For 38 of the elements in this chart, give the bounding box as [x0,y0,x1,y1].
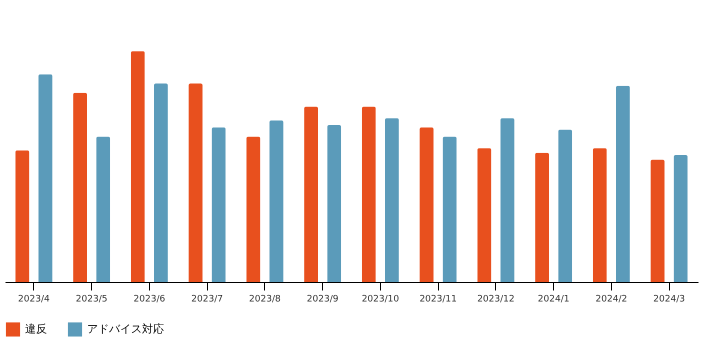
bar [212,127,226,282]
bar [616,86,630,282]
x-tick-label: 2024/1 [538,294,570,304]
bar [304,106,318,282]
x-tick-label: 2023/10 [362,294,400,304]
x-tick-label: 2024/2 [596,294,628,304]
x-tick-label: 2023/12 [477,294,515,304]
legend-label: 違反 [25,322,47,336]
bar [558,130,572,282]
x-tick-label: 2023/11 [419,294,457,304]
bar [269,120,284,282]
x-tick-label: 2023/6 [134,294,166,304]
bar [327,125,342,282]
bar [477,148,492,282]
bar [15,150,30,282]
bar [362,106,376,282]
x-tick-label: 2023/8 [249,294,281,304]
bar [500,118,514,282]
bar [535,152,550,282]
bar [650,160,665,282]
legend-label: アドバイス対応 [87,322,164,336]
x-tick-label: 2023/9 [306,294,339,304]
bar [442,136,457,282]
bar [384,118,399,282]
bar [592,148,607,282]
bar [246,136,260,282]
bar [154,83,168,282]
bar [188,83,203,282]
bar [674,155,688,282]
bar [420,127,434,282]
x-tick-label: 2024/3 [653,294,685,304]
bar [96,136,110,282]
x-tick-label: 2023/4 [18,294,50,304]
x-tick-label: 2023/5 [76,294,108,304]
bar [73,92,88,282]
bar [38,74,52,282]
x-tick-label: 2023/7 [191,294,223,304]
bar [130,51,145,282]
